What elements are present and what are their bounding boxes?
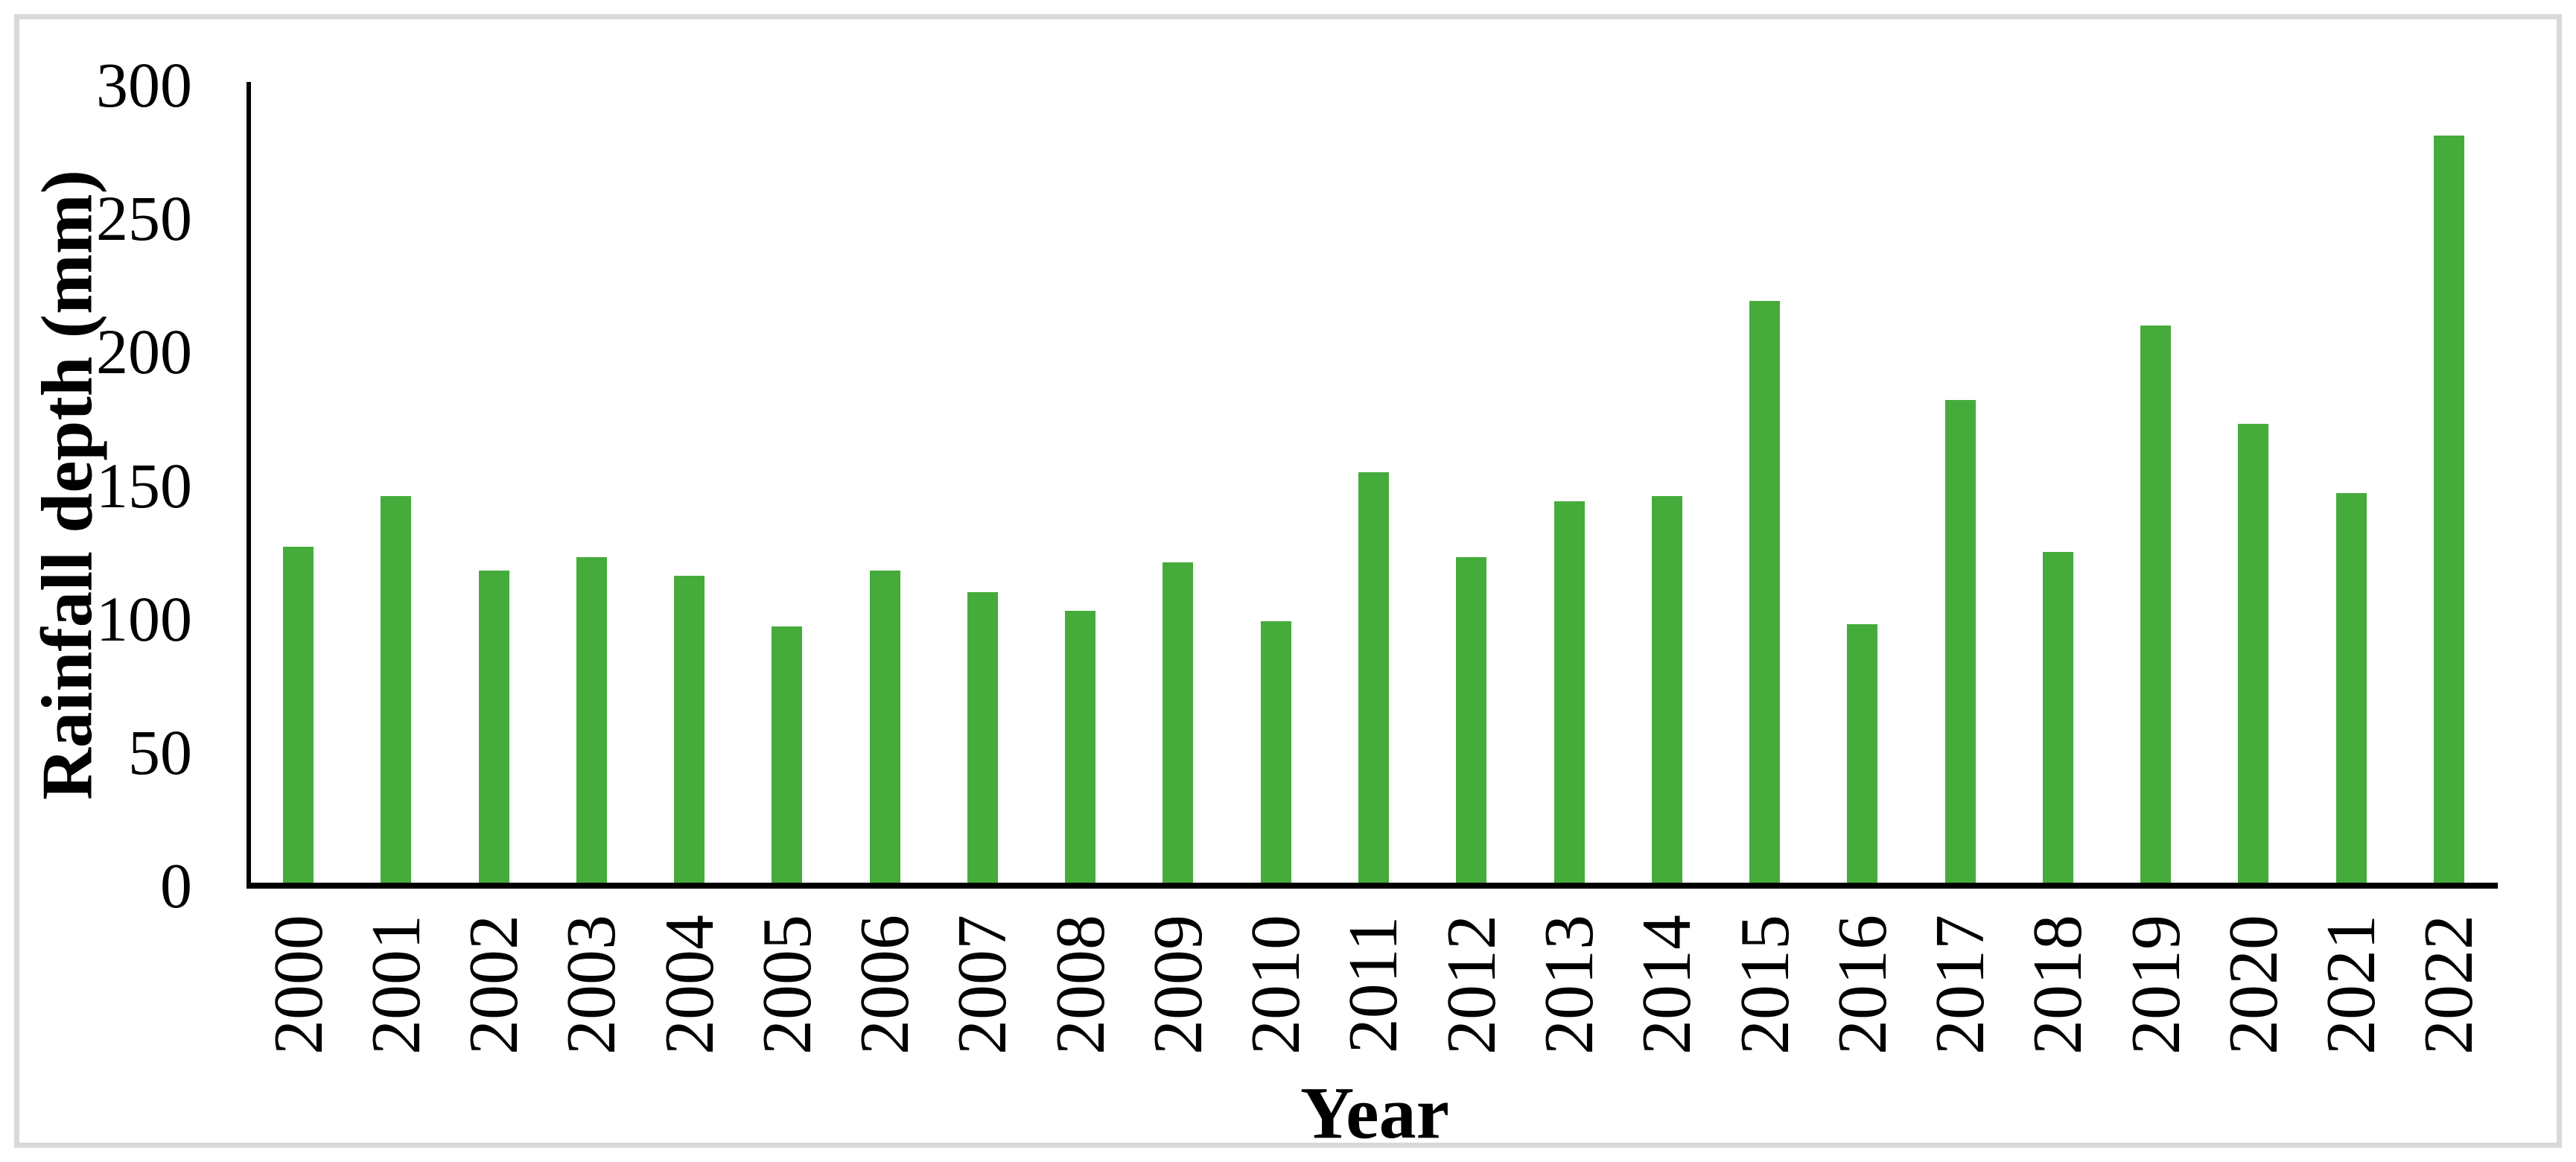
bar-2019 <box>2140 325 2172 889</box>
y-tick-label-250: 250 <box>96 182 192 255</box>
bar-2018 <box>2042 552 2073 889</box>
bar-2000 <box>283 546 314 889</box>
bar-2006 <box>869 571 900 889</box>
bar-2009 <box>1163 562 1194 889</box>
bar-2016 <box>1847 623 1878 889</box>
bar-2012 <box>1456 557 1487 889</box>
bar-2021 <box>2335 493 2367 889</box>
bar-2007 <box>967 591 998 889</box>
bar-2008 <box>1065 610 1096 889</box>
y-tick-label-200: 200 <box>96 316 192 388</box>
bar-2015 <box>1749 301 1781 889</box>
x-tick-label-text: 2022 <box>2410 915 2488 1055</box>
bar-2005 <box>772 626 803 889</box>
bar-2003 <box>576 557 607 889</box>
bar-2022 <box>2433 136 2464 889</box>
y-axis-line <box>247 82 251 889</box>
x-tick-label-2022: 2022 <box>2356 892 2542 1078</box>
y-tick-label-0: 0 <box>160 850 192 921</box>
bar-2011 <box>1358 472 1389 889</box>
bar-2001 <box>381 495 412 889</box>
bar-2013 <box>1553 501 1585 889</box>
x-axis-title: Year <box>1300 1071 1449 1155</box>
chart-border <box>14 14 2562 1148</box>
y-tick-label-300: 300 <box>96 49 192 121</box>
y-tick-label-50: 50 <box>128 716 192 788</box>
y-tick-label-150: 150 <box>96 449 192 521</box>
bar-2004 <box>674 576 705 889</box>
bar-2020 <box>2238 424 2269 889</box>
bar-2002 <box>478 571 509 889</box>
bar-2017 <box>1944 399 1976 889</box>
bar-2014 <box>1651 495 1682 889</box>
bar-2010 <box>1260 621 1291 889</box>
y-tick-label-100: 100 <box>96 582 192 655</box>
x-axis-line <box>247 883 2498 889</box>
